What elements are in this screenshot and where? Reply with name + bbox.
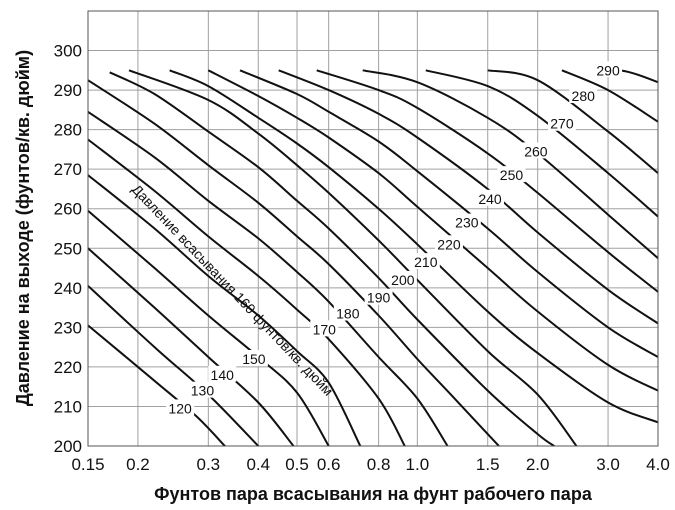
curve-label-bg-130 [188, 381, 217, 398]
y-tick-label-6: 260 [54, 200, 82, 219]
curve-label-210: 210 [414, 254, 438, 270]
y-axis-label: Давление на выходе (фунтов/кв. дюйм) [13, 50, 33, 406]
y-tick-label-5: 250 [54, 239, 82, 258]
curve-label-180: 180 [336, 306, 360, 322]
x-tick-label-11: 4.0 [646, 455, 670, 474]
curve-label-bg-220 [434, 235, 463, 252]
curve-label-bg-230 [452, 213, 481, 230]
curve-label-240: 240 [478, 191, 502, 207]
curve-label-bg-170 [310, 320, 339, 337]
curve-180 [87, 110, 449, 447]
curve-label-bg-210 [411, 253, 440, 270]
curve-label-bg-200 [388, 270, 417, 287]
x-tick-label-6: 0.8 [367, 455, 391, 474]
curve-140 [87, 247, 295, 447]
curve-label-bg-150 [239, 350, 268, 366]
x-tick-label-8: 1.5 [476, 455, 500, 474]
y-tick-label-10: 300 [54, 42, 82, 61]
curve-label-bg-290 [594, 61, 623, 78]
curve-label-140: 140 [211, 367, 235, 383]
curve-label-bg-240 [476, 189, 505, 206]
curve-label-270: 270 [550, 116, 574, 132]
plot-frame [87, 10, 659, 447]
curve-label-bg-180 [333, 304, 362, 321]
curve-label-150: 150 [242, 351, 266, 367]
x-tick-label-4: 0.5 [285, 455, 309, 474]
y-tick-label-8: 280 [54, 121, 82, 140]
curve-200 [109, 71, 555, 447]
curve-label-280: 280 [572, 88, 596, 104]
curve-label-220: 220 [437, 236, 461, 252]
curve-250 [278, 69, 659, 325]
curve-210 [128, 69, 578, 447]
x-tick-label-10: 3.0 [596, 455, 620, 474]
curve-130 [87, 285, 260, 447]
curve-label-230: 230 [455, 215, 479, 231]
curve-label-bg-190 [364, 288, 393, 305]
curve-extra-18 [561, 69, 659, 123]
curve-label-bg-260 [521, 142, 550, 159]
curve-label-bg-120 [166, 399, 195, 416]
curve-label-190: 190 [367, 290, 391, 306]
y-tick-label-3: 230 [54, 318, 82, 337]
curve-label-bg-250 [497, 166, 526, 183]
curve-label-250: 250 [500, 167, 524, 183]
x-tick-label-5: 0.6 [317, 455, 341, 474]
curve-label-bg-140 [208, 365, 237, 382]
curve-160 [87, 174, 362, 447]
x-tick-label-9: 2.0 [526, 455, 550, 474]
y-tick-label-9: 290 [54, 81, 82, 100]
y-tick-label-1: 210 [54, 397, 82, 416]
curve-150 [87, 209, 330, 447]
curve-280 [425, 69, 659, 218]
y-tick-label-7: 270 [54, 160, 82, 179]
curve-label-layer: 1201301401501701801902002102202302402502… [166, 61, 623, 416]
curve-label-170: 170 [313, 321, 337, 337]
curve-label-290: 290 [596, 62, 620, 78]
curve-220 [169, 69, 659, 424]
x-tick-label-0: 0.15 [71, 455, 104, 474]
curve-290 [487, 69, 659, 174]
y-tick-label-0: 200 [54, 437, 82, 456]
curve-label-130: 130 [191, 383, 215, 399]
curve-240 [239, 69, 659, 358]
curve-170 [87, 138, 406, 447]
tick-label-layer: 0.15 0.2 0.3 0.4 0.5 0.6 0.8 1.0 1.5 2.0 3.0 4.0 200… [54, 42, 670, 474]
curve-230 [207, 69, 659, 392]
curve-120 [87, 324, 226, 447]
curve-layer [87, 65, 659, 447]
y-tick-label-4: 240 [54, 279, 82, 298]
curve-270 [362, 69, 659, 259]
y-tick-label-2: 220 [54, 358, 82, 377]
curve-label-bg-280 [569, 87, 598, 104]
curve-label-120: 120 [168, 400, 192, 416]
curve-label-260: 260 [524, 143, 548, 159]
x-axis-label: Фунтов пара всасывания на фунт рабочего … [154, 484, 593, 504]
x-tick-label-3: 0.4 [246, 455, 270, 474]
curve-label-200: 200 [391, 272, 415, 288]
curve-190 [87, 79, 500, 447]
curve-label-bg-270 [547, 114, 576, 131]
x-tick-label-7: 1.0 [406, 455, 430, 474]
curve-260 [316, 69, 659, 293]
x-tick-label-2: 0.3 [197, 455, 221, 474]
x-tick-label-1: 0.2 [126, 455, 150, 474]
